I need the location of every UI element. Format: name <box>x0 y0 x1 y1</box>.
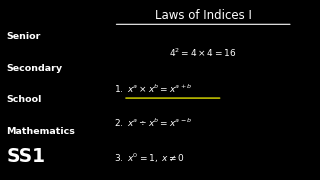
Text: Secondary: Secondary <box>6 64 62 73</box>
Text: $1.\ x^a \times x^b = x^{a+b}$: $1.\ x^a \times x^b = x^{a+b}$ <box>114 83 192 95</box>
Text: Mathematics: Mathematics <box>6 127 75 136</box>
Text: $3.\ x^0 = 1,\ x \neq 0$: $3.\ x^0 = 1,\ x \neq 0$ <box>114 151 185 165</box>
Text: School: School <box>6 95 42 104</box>
Text: Laws of Indices I: Laws of Indices I <box>155 9 252 22</box>
Text: SS1: SS1 <box>6 147 45 166</box>
Text: $4^2 = 4 \times 4 = 16$: $4^2 = 4 \times 4 = 16$ <box>170 47 237 59</box>
Text: Senior: Senior <box>6 32 41 41</box>
Text: $2.\ x^a \div x^b = x^{a-b}$: $2.\ x^a \div x^b = x^{a-b}$ <box>114 117 192 129</box>
